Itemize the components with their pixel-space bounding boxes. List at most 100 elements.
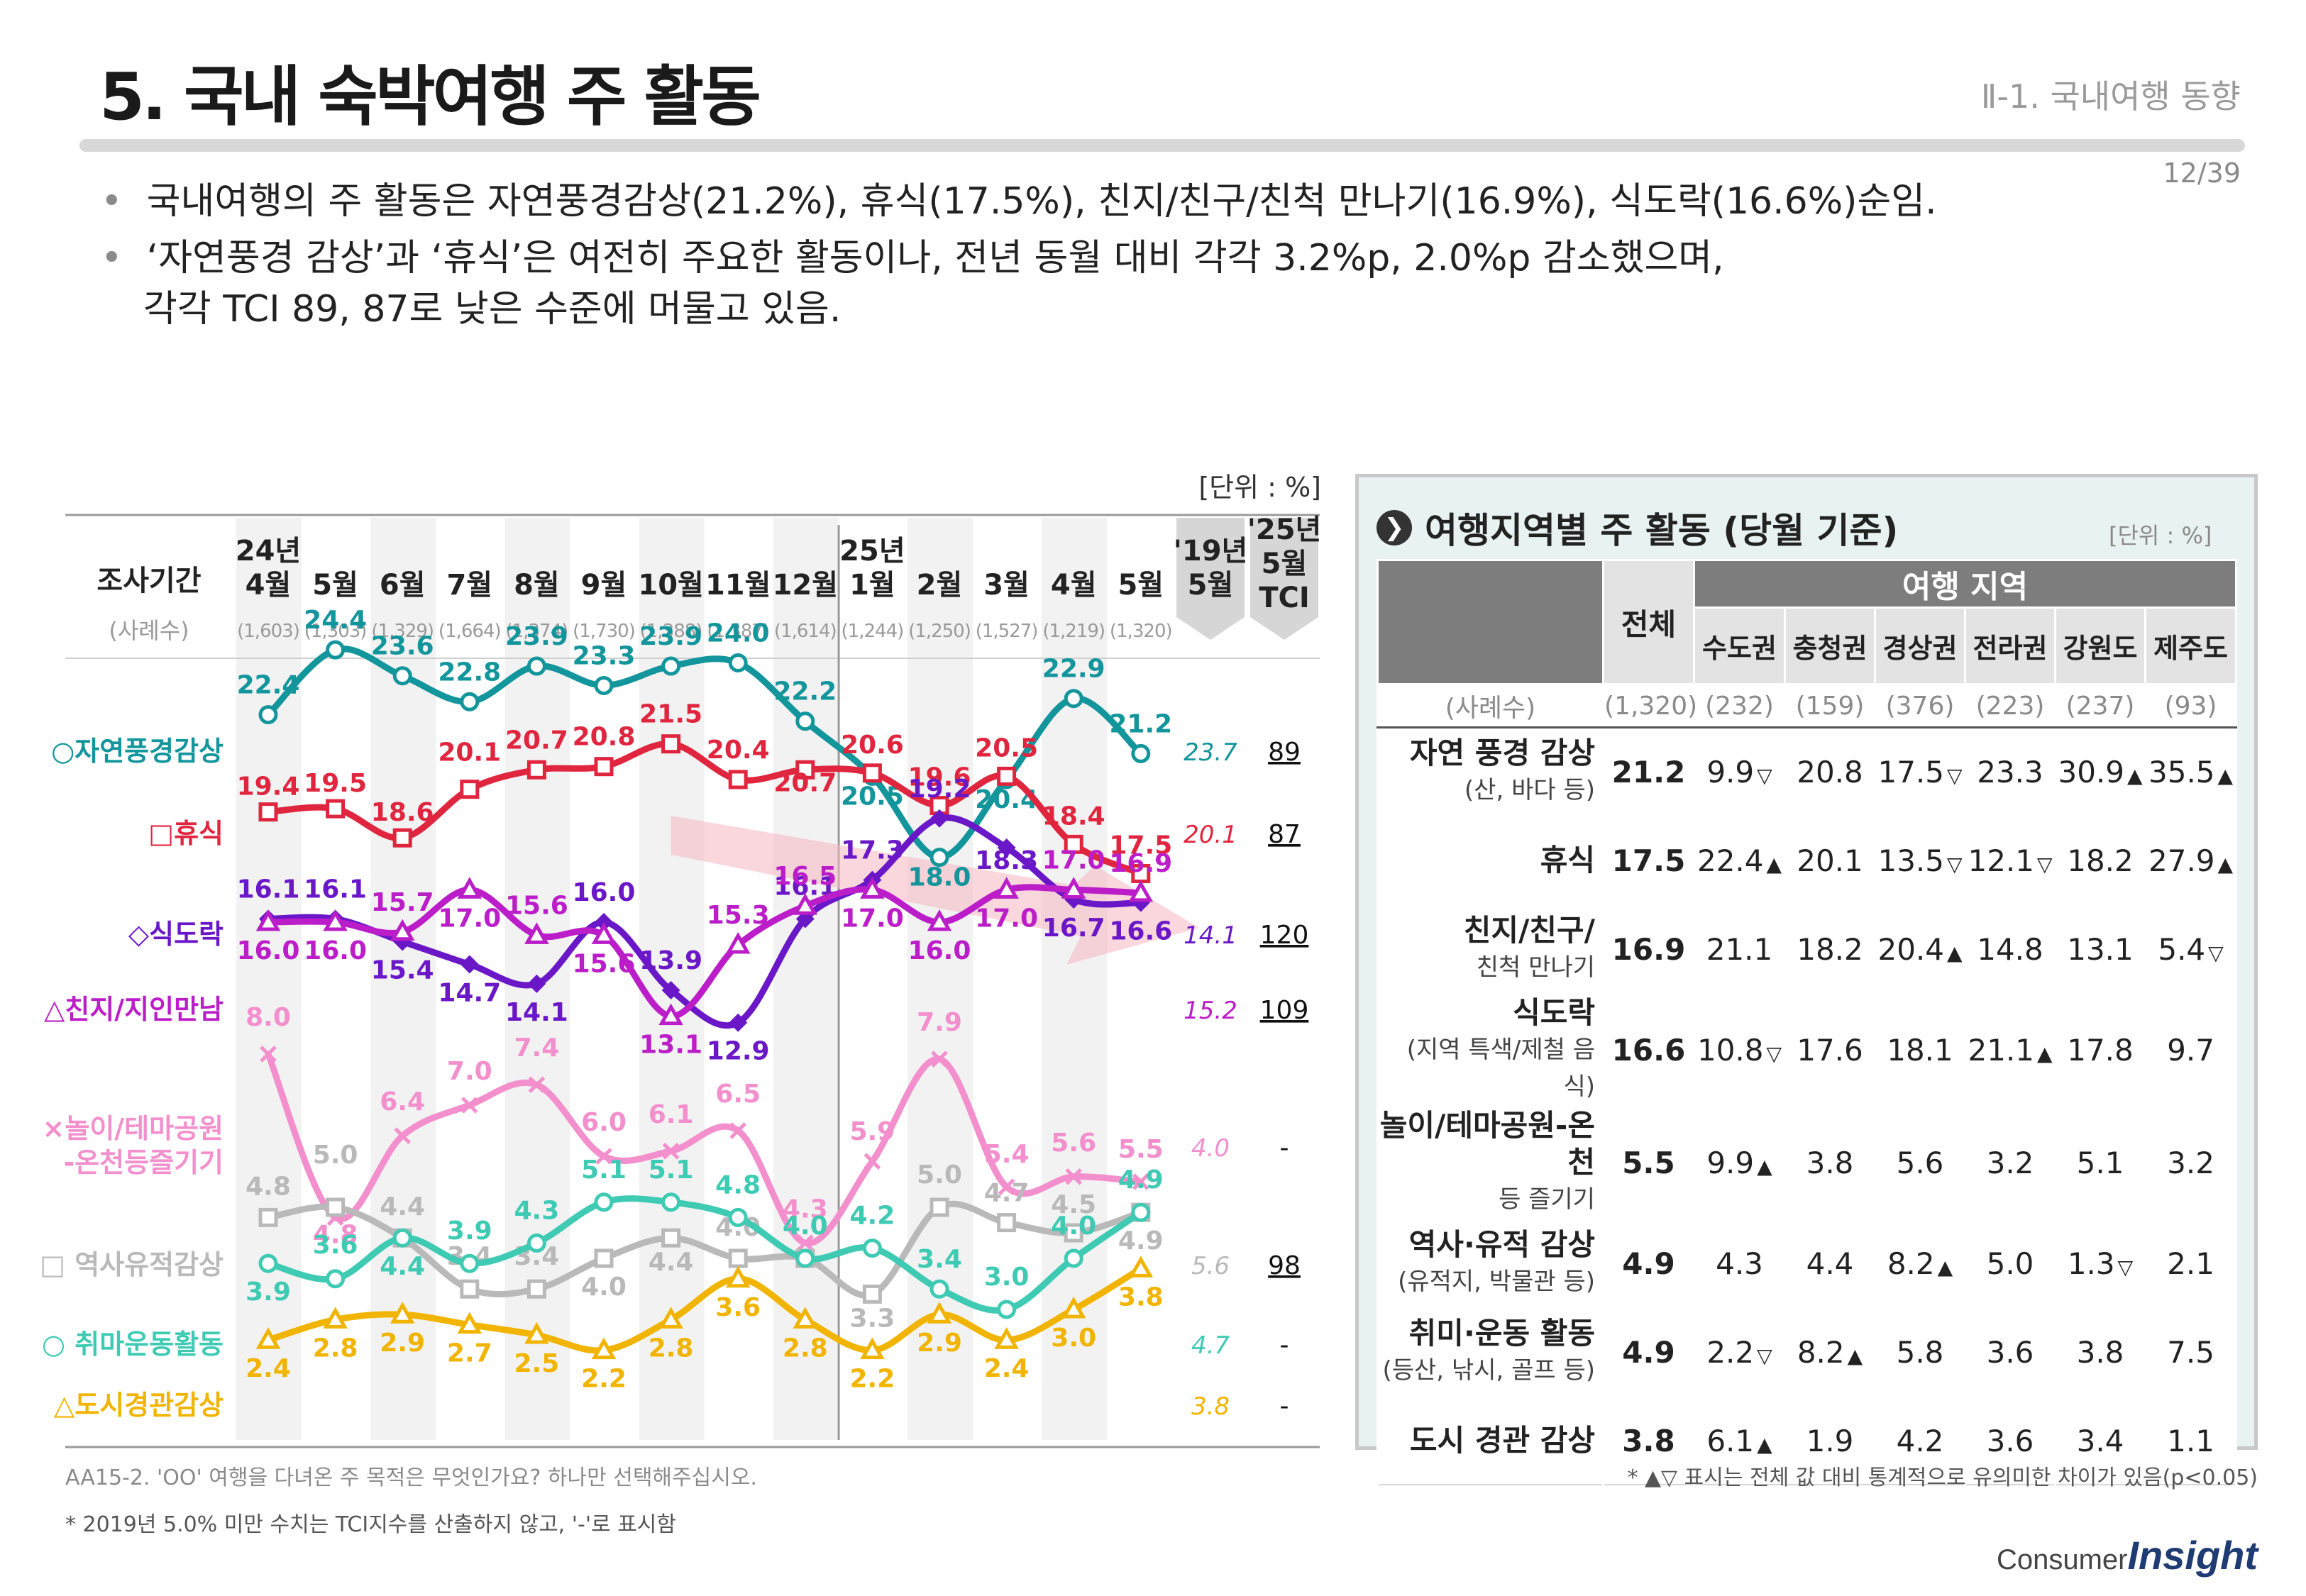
- data-label: 22.8: [438, 658, 501, 687]
- cell-value: 3.6: [1986, 1334, 2034, 1370]
- data-label: 3.6: [313, 1231, 358, 1260]
- region-cell: 17.8: [2054, 992, 2146, 1107]
- data-point: [394, 1127, 411, 1144]
- data-label: 6.5: [715, 1080, 761, 1109]
- cell-value: 1.9: [1806, 1423, 1854, 1458]
- data-label: 23.9: [639, 622, 702, 651]
- data-label: 16.6: [1109, 917, 1172, 946]
- table-row: 도시 경관 감상 3.8 6.1 ▲ 1.9 4.2 3.6 3.4 1.1: [1377, 1395, 2238, 1485]
- cell-value: 5.6: [1896, 1145, 1944, 1180]
- data-label: 16.5: [773, 862, 837, 891]
- row-label-sub: (산, 바다 등): [1464, 776, 1595, 804]
- series-name: ◇식도락: [128, 919, 224, 950]
- sample-size: (159): [1784, 683, 1876, 728]
- region-cell: 30.9 ▲: [2054, 726, 2146, 817]
- sample-size: (1,730): [573, 621, 635, 642]
- region-cell: 8.2 ▲: [1784, 1307, 1876, 1397]
- data-point: [526, 760, 546, 780]
- cell-value: 4.2: [1896, 1423, 1944, 1458]
- extra-col-label: '25년: [1247, 514, 1322, 546]
- sample-header: (사례수): [109, 617, 189, 644]
- data-label: 20.1: [438, 738, 501, 767]
- extra-col-label: 5월: [1262, 548, 1308, 580]
- region-cell: 7.5: [2144, 1307, 2238, 1397]
- cell-value: 18.2: [2067, 843, 2134, 878]
- data-label: 2.8: [783, 1334, 828, 1363]
- data-point: [591, 1337, 617, 1360]
- bullet-text: ‘자연풍경 감상’과 ‘휴식’은 여전히 주요한 활동이나, 전년 동월 대비 …: [146, 237, 1724, 279]
- data-label: 16.1: [304, 875, 367, 904]
- cell-value: 1.3: [2067, 1246, 2115, 1281]
- data-point: [390, 919, 415, 941]
- data-label: 23.9: [505, 622, 568, 651]
- data-label: 16.9: [1109, 849, 1172, 878]
- data-point: [323, 909, 348, 931]
- cell-value: 5.4: [2158, 931, 2206, 967]
- table-corner: [1377, 559, 1604, 685]
- cell-value: 17.8: [2067, 1032, 2134, 1068]
- sample-size: (237): [2054, 683, 2146, 728]
- data-label: 13.9: [639, 946, 702, 975]
- data-point: [927, 909, 952, 931]
- data-label: 3.8: [1118, 1282, 1164, 1312]
- region-cell: 35.5 ▲: [2144, 726, 2238, 817]
- cell-value: 17.5: [1877, 754, 1944, 789]
- region-cell: 18.2: [1784, 904, 1876, 994]
- data-point: [258, 1207, 278, 1227]
- consumer-insight-logo: ConsumerInsight: [1997, 1532, 2258, 1578]
- data-point: [927, 1302, 952, 1324]
- data-label: 4.8: [246, 1172, 291, 1201]
- series-name: □휴식: [148, 818, 224, 849]
- data-label: 20.6: [841, 731, 904, 760]
- data-point: [728, 1248, 748, 1268]
- tci-value: 89: [1268, 738, 1301, 767]
- column-band: [1042, 518, 1108, 1440]
- table-row: 역사·유적 감상 (유적지, 박물관 등) 4.9 4.3 4.4 8.2 ▲ 5.0 1.3 ▽…: [1377, 1218, 2238, 1309]
- series-name: ×놀이/테마공원: [43, 1113, 224, 1144]
- cell-value: 8.2: [1887, 1246, 1935, 1281]
- region-panel-unit: [단위 : %]: [2109, 522, 2212, 549]
- survey-question-note: AA15-2. 'OO' 여행을 다녀온 주 목적은 무엇인가요? 하나만 선택…: [65, 1465, 757, 1490]
- cell-value: 30.9: [2058, 754, 2124, 789]
- data-label: 2.9: [917, 1329, 962, 1358]
- data-point: [594, 1248, 614, 1268]
- up-triangle-icon: ▲: [1847, 1343, 1863, 1368]
- data-label: 4.0: [1051, 1212, 1096, 1241]
- data-point: [930, 809, 949, 828]
- data-point: [460, 1253, 480, 1273]
- total-cell: 3.8: [1602, 1395, 1695, 1485]
- data-label: 8.0: [246, 1003, 291, 1032]
- data-label: 22.9: [1042, 655, 1105, 684]
- data-point: [258, 705, 278, 725]
- sample-size: (1,303): [304, 621, 367, 642]
- series-name: ○자연풍경감상: [51, 736, 224, 767]
- data-point: [661, 1192, 681, 1212]
- sample-label: (사례수): [1377, 683, 1604, 728]
- sample-size: (1,329): [371, 621, 434, 642]
- region-cell: 8.2 ▲: [1874, 1218, 1966, 1309]
- data-label: 20.7: [773, 768, 837, 797]
- data-point: [661, 981, 680, 1000]
- tci-value: 109: [1260, 996, 1309, 1025]
- month-label: 4월: [246, 569, 292, 602]
- data-label: 2.4: [984, 1354, 1030, 1383]
- data-point: [797, 1234, 814, 1252]
- region-cell: 22.4 ▲: [1693, 815, 1786, 906]
- cell-value: 9.9: [1706, 1145, 1755, 1180]
- y19-value: 4.7: [1191, 1331, 1230, 1360]
- data-label: 7.0: [447, 1057, 492, 1086]
- sample-size: (1,219): [1042, 621, 1105, 642]
- row-label: 놀이/테마공원-온천 등 즐기기: [1377, 1105, 1604, 1220]
- region-panel-title-text: 여행지역별 주 활동 (당월 기준): [1425, 510, 1899, 551]
- tci-value: -: [1280, 1134, 1289, 1163]
- data-point: [258, 802, 278, 822]
- cell-value: 6.1: [1706, 1423, 1755, 1458]
- region-cell: 13.1: [2054, 904, 2146, 994]
- data-label: 14.7: [438, 978, 501, 1007]
- data-point: [526, 1279, 546, 1299]
- month-label: 7월: [446, 569, 492, 602]
- data-point: [461, 1097, 478, 1114]
- page-title: 5. 국내 숙박여행 주 활동: [99, 59, 761, 135]
- data-point: [595, 913, 613, 932]
- data-point: [860, 877, 885, 899]
